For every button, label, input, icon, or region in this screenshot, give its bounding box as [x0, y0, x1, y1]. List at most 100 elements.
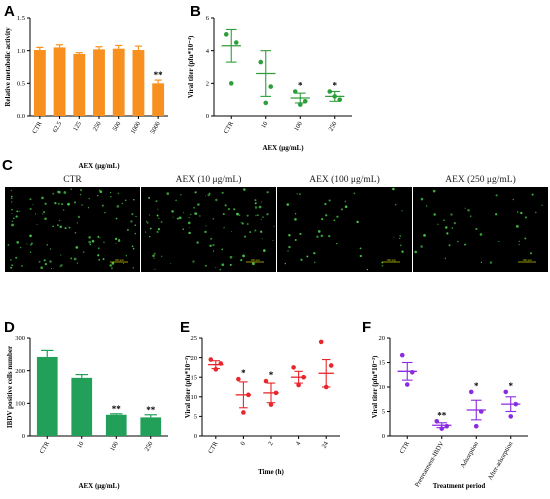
- chart-b-y-tick-label: 6: [206, 15, 210, 22]
- panel-letter-e: E: [180, 319, 190, 336]
- fluorescent-cell: [153, 252, 156, 255]
- fluorescent-cell: [205, 195, 207, 197]
- fluorescent-cell: [227, 208, 230, 211]
- fluorescent-cell: [480, 261, 483, 264]
- chart-e-y-tick-label: 15: [191, 374, 198, 381]
- fluorescent-cell: [254, 199, 257, 202]
- fluorescent-cell: [134, 232, 137, 235]
- fluorescent-cell: [196, 241, 199, 244]
- chart-e-x-tick-label: 4: [295, 440, 303, 447]
- chart-b-x-axis-title: AEX (μg/mL): [262, 144, 304, 152]
- fluorescent-cell: [63, 191, 67, 194]
- fluorescent-cell: [433, 213, 436, 216]
- chart-d-x-tick-label: 10: [76, 441, 85, 450]
- fluorescent-cell: [444, 257, 446, 259]
- chart-f-y-tick-label: 15: [379, 360, 386, 367]
- chart-e-y-axis-title: Viral titer (pfu*10⁻³): [184, 355, 192, 418]
- chart-e-data-point: [246, 392, 251, 398]
- chart-f-data-point: [404, 382, 410, 387]
- chart-b-data-point: [327, 89, 333, 94]
- fluorescent-cell: [240, 259, 243, 262]
- fluorescent-cell: [29, 207, 32, 211]
- chart-d-y-tick-label: 100: [15, 401, 25, 408]
- chart-f-x-tick-label: Adsorption: [459, 440, 480, 469]
- fluorescent-cell: [70, 257, 73, 260]
- fluorescent-cell: [43, 259, 46, 262]
- chart-e-data-point: [268, 402, 274, 407]
- fluorescent-cell: [366, 268, 369, 271]
- fluorescent-cell: [117, 192, 120, 195]
- fluorescent-cell: [194, 191, 197, 194]
- fluorescent-cell: [314, 261, 316, 263]
- chart-f-data-point: [503, 389, 509, 395]
- fluorescent-cell: [50, 248, 52, 250]
- fluorescent-cell: [318, 230, 321, 233]
- fluorescent-cell: [212, 243, 215, 247]
- fluorescent-cell: [344, 200, 347, 203]
- fluorescent-cell: [479, 233, 483, 236]
- chart-b-data-point: [228, 81, 234, 86]
- chart-a-x-tick-label: 500: [112, 121, 123, 133]
- fluorescent-cell: [57, 224, 59, 226]
- fluorescent-cell: [229, 255, 233, 259]
- fluorescent-cell: [155, 200, 158, 203]
- chart-e-y-tick-label: 5: [194, 414, 197, 421]
- fluorescent-cell: [35, 213, 37, 215]
- fluorescent-cell: [531, 193, 534, 196]
- fluorescent-cell: [77, 215, 81, 219]
- fluorescent-cell: [110, 195, 112, 198]
- fluorescent-cell: [170, 262, 172, 264]
- fluorescent-cell: [180, 194, 182, 196]
- fluorescent-cell: [166, 192, 170, 195]
- fluorescent-cell: [223, 226, 225, 229]
- fluorescent-cell: [535, 211, 537, 214]
- fluorescent-cell: [336, 243, 338, 245]
- fluorescent-cell: [401, 250, 404, 253]
- fluorescent-cell: [131, 213, 134, 216]
- fluorescent-cell: [146, 221, 149, 224]
- fluorescent-cell: [132, 267, 134, 269]
- fluorescent-cell: [190, 213, 192, 216]
- chart-d-bar: [140, 417, 162, 436]
- chart-b-x-tick-label: 250: [328, 121, 339, 133]
- fluorescent-cell: [300, 258, 303, 261]
- chart-f-data-point: [508, 414, 514, 419]
- fluorescent-cell: [11, 220, 14, 222]
- fluorescent-cell: [68, 226, 71, 229]
- fluorescent-cell: [266, 213, 269, 216]
- fluorescent-cell: [40, 266, 44, 270]
- fluorescent-cell: [423, 233, 426, 237]
- chart-a-y-tick-label: 1.0: [17, 48, 25, 55]
- chart-a-significance: **: [154, 70, 164, 80]
- chart-e-significance: *: [241, 368, 246, 378]
- fluorescent-cell: [518, 240, 520, 242]
- fluorescent-cell: [238, 214, 241, 216]
- fluorescent-cell: [254, 202, 257, 205]
- fluorescent-cell: [60, 254, 62, 256]
- fluorescent-cell: [88, 236, 91, 239]
- chart-e-data-point: [291, 365, 296, 370]
- chart-b-x-tick-label: CTR: [223, 120, 236, 135]
- fluorescent-cell: [182, 228, 185, 231]
- chart-a-bar: [93, 49, 105, 116]
- chart-f-data-point: [434, 419, 440, 424]
- fluorescent-cell: [10, 266, 13, 269]
- fluorescent-cell: [10, 189, 12, 192]
- chart-a-bar: [53, 47, 66, 116]
- chart-f-data-point: [399, 352, 405, 358]
- fluorescent-cell: [255, 214, 257, 217]
- fluorescent-cell: [44, 202, 47, 205]
- fluorescent-cell: [79, 193, 82, 196]
- chart-e-x-axis-title: Time (h): [258, 468, 284, 476]
- fluorescent-cell: [182, 211, 185, 214]
- fluorescent-cell: [76, 262, 79, 264]
- chart-d-x-tick-label: CTR: [39, 440, 52, 455]
- fluorescent-cell: [260, 201, 263, 203]
- fluorescent-cell: [154, 268, 156, 270]
- chart-b-x-tick-label: 10: [260, 121, 269, 130]
- fluorescent-cell: [70, 188, 73, 191]
- fluorescent-cell: [115, 237, 118, 240]
- fluorescent-cell: [353, 192, 356, 195]
- fluorescent-cell: [58, 219, 61, 222]
- fluorescent-cell: [243, 188, 246, 191]
